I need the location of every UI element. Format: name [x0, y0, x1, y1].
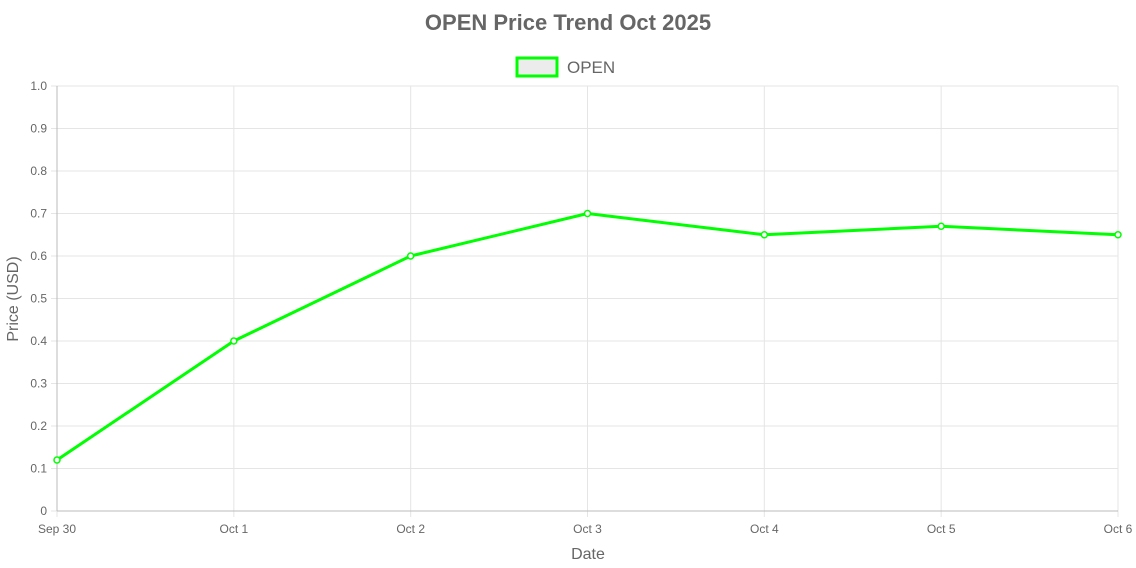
y-tick-label: 0.4: [30, 334, 47, 348]
axes: [56, 86, 1118, 512]
x-tick-label: Oct 5: [927, 522, 956, 536]
grid: [51, 85, 1119, 517]
data-point[interactable]: [53, 456, 61, 464]
x-axis-ticks: Sep 30 Oct 1 Oct 2 Oct 3 Oct 4 Oct 5 Oct 6: [38, 522, 1133, 536]
series-layer: [53, 209, 1122, 464]
chart-title: OPEN Price Trend Oct 2025: [425, 10, 711, 35]
x-tick-label: Sep 30: [38, 522, 76, 536]
y-tick-label: 0.1: [30, 462, 47, 476]
x-tick-label: Oct 6: [1104, 522, 1133, 536]
y-tick-label: 0.7: [30, 207, 47, 221]
y-tick-label: 0.8: [30, 164, 47, 178]
y-tick-label: 0.2: [30, 419, 47, 433]
y-tick-label: 0.6: [30, 249, 47, 263]
y-tick-label: 0: [40, 504, 47, 518]
legend-swatch-open[interactable]: [515, 56, 559, 78]
legend-label-open[interactable]: OPEN: [567, 58, 615, 77]
data-point[interactable]: [937, 222, 945, 230]
legend[interactable]: OPEN: [515, 56, 615, 78]
x-axis-title: Date: [571, 546, 605, 563]
data-point[interactable]: [230, 337, 238, 345]
y-tick-label: 1.0: [30, 79, 47, 93]
y-tick-label: 0.3: [30, 377, 47, 391]
x-tick-label: Oct 2: [396, 522, 425, 536]
x-tick-label: Oct 1: [219, 522, 248, 536]
x-tick-label: Oct 3: [573, 522, 602, 536]
data-point[interactable]: [583, 209, 592, 218]
data-point[interactable]: [406, 252, 415, 260]
y-tick-label: 0.9: [30, 122, 47, 136]
y-axis-title: Price (USD): [5, 256, 22, 341]
x-tick-label: Oct 4: [750, 522, 779, 536]
y-axis-ticks: 0 0.1 0.2 0.3 0.4 0.5 0.6 0.7 0.8 0.9 1.0: [30, 79, 47, 518]
y-tick-label: 0.5: [30, 292, 47, 306]
data-point[interactable]: [760, 231, 769, 239]
data-point[interactable]: [1114, 231, 1122, 239]
